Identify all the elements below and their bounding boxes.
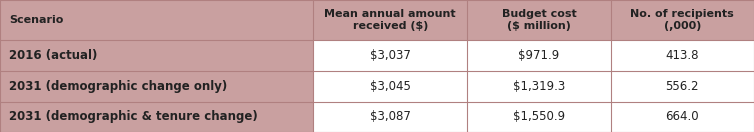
Text: 413.8: 413.8 <box>666 49 699 62</box>
Text: Mean annual amount
received ($): Mean annual amount received ($) <box>324 9 456 31</box>
Text: $3,087: $3,087 <box>369 110 411 123</box>
Text: 2031 (demographic change only): 2031 (demographic change only) <box>9 80 227 93</box>
Text: $1,550.9: $1,550.9 <box>513 110 566 123</box>
Text: 2031 (demographic & tenure change): 2031 (demographic & tenure change) <box>9 110 258 123</box>
Bar <box>611 102 754 132</box>
Bar <box>467 102 611 132</box>
Text: $3,037: $3,037 <box>369 49 411 62</box>
Bar <box>313 71 467 102</box>
Bar <box>0 71 313 102</box>
Bar <box>0 40 313 71</box>
Text: No. of recipients
(,000): No. of recipients (,000) <box>630 9 734 31</box>
Text: $1,319.3: $1,319.3 <box>513 80 566 93</box>
Text: 664.0: 664.0 <box>666 110 699 123</box>
Text: Scenario: Scenario <box>9 15 63 25</box>
Text: 556.2: 556.2 <box>666 80 699 93</box>
Text: Budget cost
($ million): Budget cost ($ million) <box>501 9 577 31</box>
Bar <box>467 71 611 102</box>
Text: 2016 (actual): 2016 (actual) <box>9 49 97 62</box>
Bar <box>611 71 754 102</box>
Bar <box>467 40 611 71</box>
Text: $3,045: $3,045 <box>369 80 411 93</box>
Bar <box>313 40 467 71</box>
Bar <box>0 102 313 132</box>
Bar <box>0 0 754 40</box>
Bar <box>313 102 467 132</box>
Text: $971.9: $971.9 <box>519 49 559 62</box>
Bar <box>611 40 754 71</box>
